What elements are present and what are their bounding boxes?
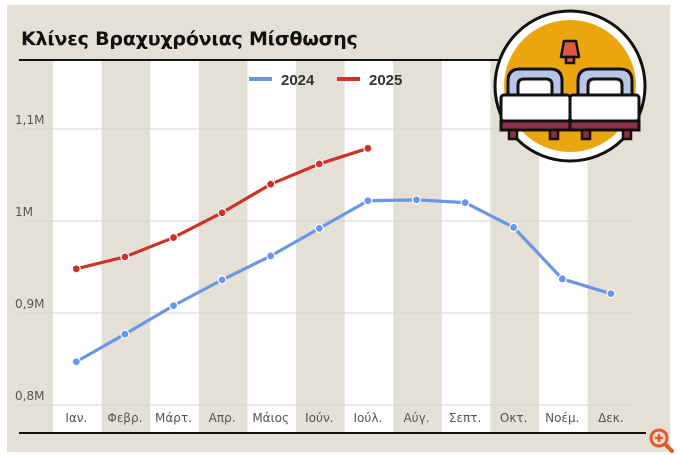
- x-tick-label: Φεβρ.: [107, 411, 142, 425]
- chart-title: Κλίνες Βραχυχρόνιας Μίσθωσης: [21, 28, 358, 50]
- data-point[interactable]: [168, 232, 179, 243]
- month-column: [296, 61, 346, 432]
- x-tick-label: Μάρτ.: [155, 411, 192, 425]
- month-column: [393, 61, 443, 432]
- twin-beds-icon: [493, 9, 647, 163]
- data-point[interactable]: [606, 289, 616, 299]
- data-point[interactable]: [71, 357, 81, 367]
- month-column: [441, 61, 491, 432]
- x-tick-label: Σεπτ.: [449, 411, 481, 425]
- y-tick-label: 1,1M: [15, 113, 44, 127]
- zoom-in-icon[interactable]: [648, 427, 674, 453]
- data-point[interactable]: [168, 301, 179, 311]
- data-point[interactable]: [557, 274, 567, 284]
- series-line-2024: [74, 198, 613, 364]
- data-point[interactable]: [411, 195, 422, 205]
- data-point[interactable]: [314, 223, 324, 233]
- y-tick-label: 0,8M: [15, 389, 44, 403]
- data-point[interactable]: [266, 179, 276, 189]
- month-column: [53, 61, 103, 432]
- data-point[interactable]: [363, 196, 373, 206]
- bottom-divider: [19, 432, 646, 434]
- data-point[interactable]: [314, 159, 324, 169]
- y-tick-label: 0,9M: [15, 297, 44, 311]
- data-point[interactable]: [460, 198, 470, 208]
- data-point[interactable]: [509, 222, 519, 233]
- data-point[interactable]: [120, 252, 130, 262]
- month-column: [150, 61, 200, 432]
- data-point[interactable]: [217, 208, 227, 218]
- y-tick-label: 1M: [15, 205, 33, 219]
- x-tick-label: Απρ.: [209, 411, 236, 425]
- x-tick-label: Αύγ.: [403, 411, 429, 425]
- x-tick-label: Μάιος: [252, 411, 289, 425]
- data-point[interactable]: [266, 251, 276, 261]
- x-tick-label: Οκτ.: [500, 411, 528, 425]
- legend-label: 2025: [369, 72, 402, 89]
- data-point[interactable]: [71, 264, 81, 274]
- x-tick-label: Ιούν.: [305, 411, 333, 425]
- x-tick-label: Δεκ.: [598, 411, 624, 425]
- month-column: [344, 61, 394, 432]
- data-point[interactable]: [217, 275, 227, 285]
- month-column: [101, 61, 151, 432]
- x-tick-label: Νοέμ.: [545, 411, 579, 425]
- data-point[interactable]: [120, 329, 130, 339]
- x-tick-label: Ιαν.: [65, 411, 87, 425]
- x-tick-label: Ιούλ.: [354, 411, 383, 425]
- title-divider: [19, 59, 519, 61]
- legend-label: 2024: [281, 72, 315, 89]
- data-point[interactable]: [363, 143, 373, 153]
- month-column: [198, 61, 248, 432]
